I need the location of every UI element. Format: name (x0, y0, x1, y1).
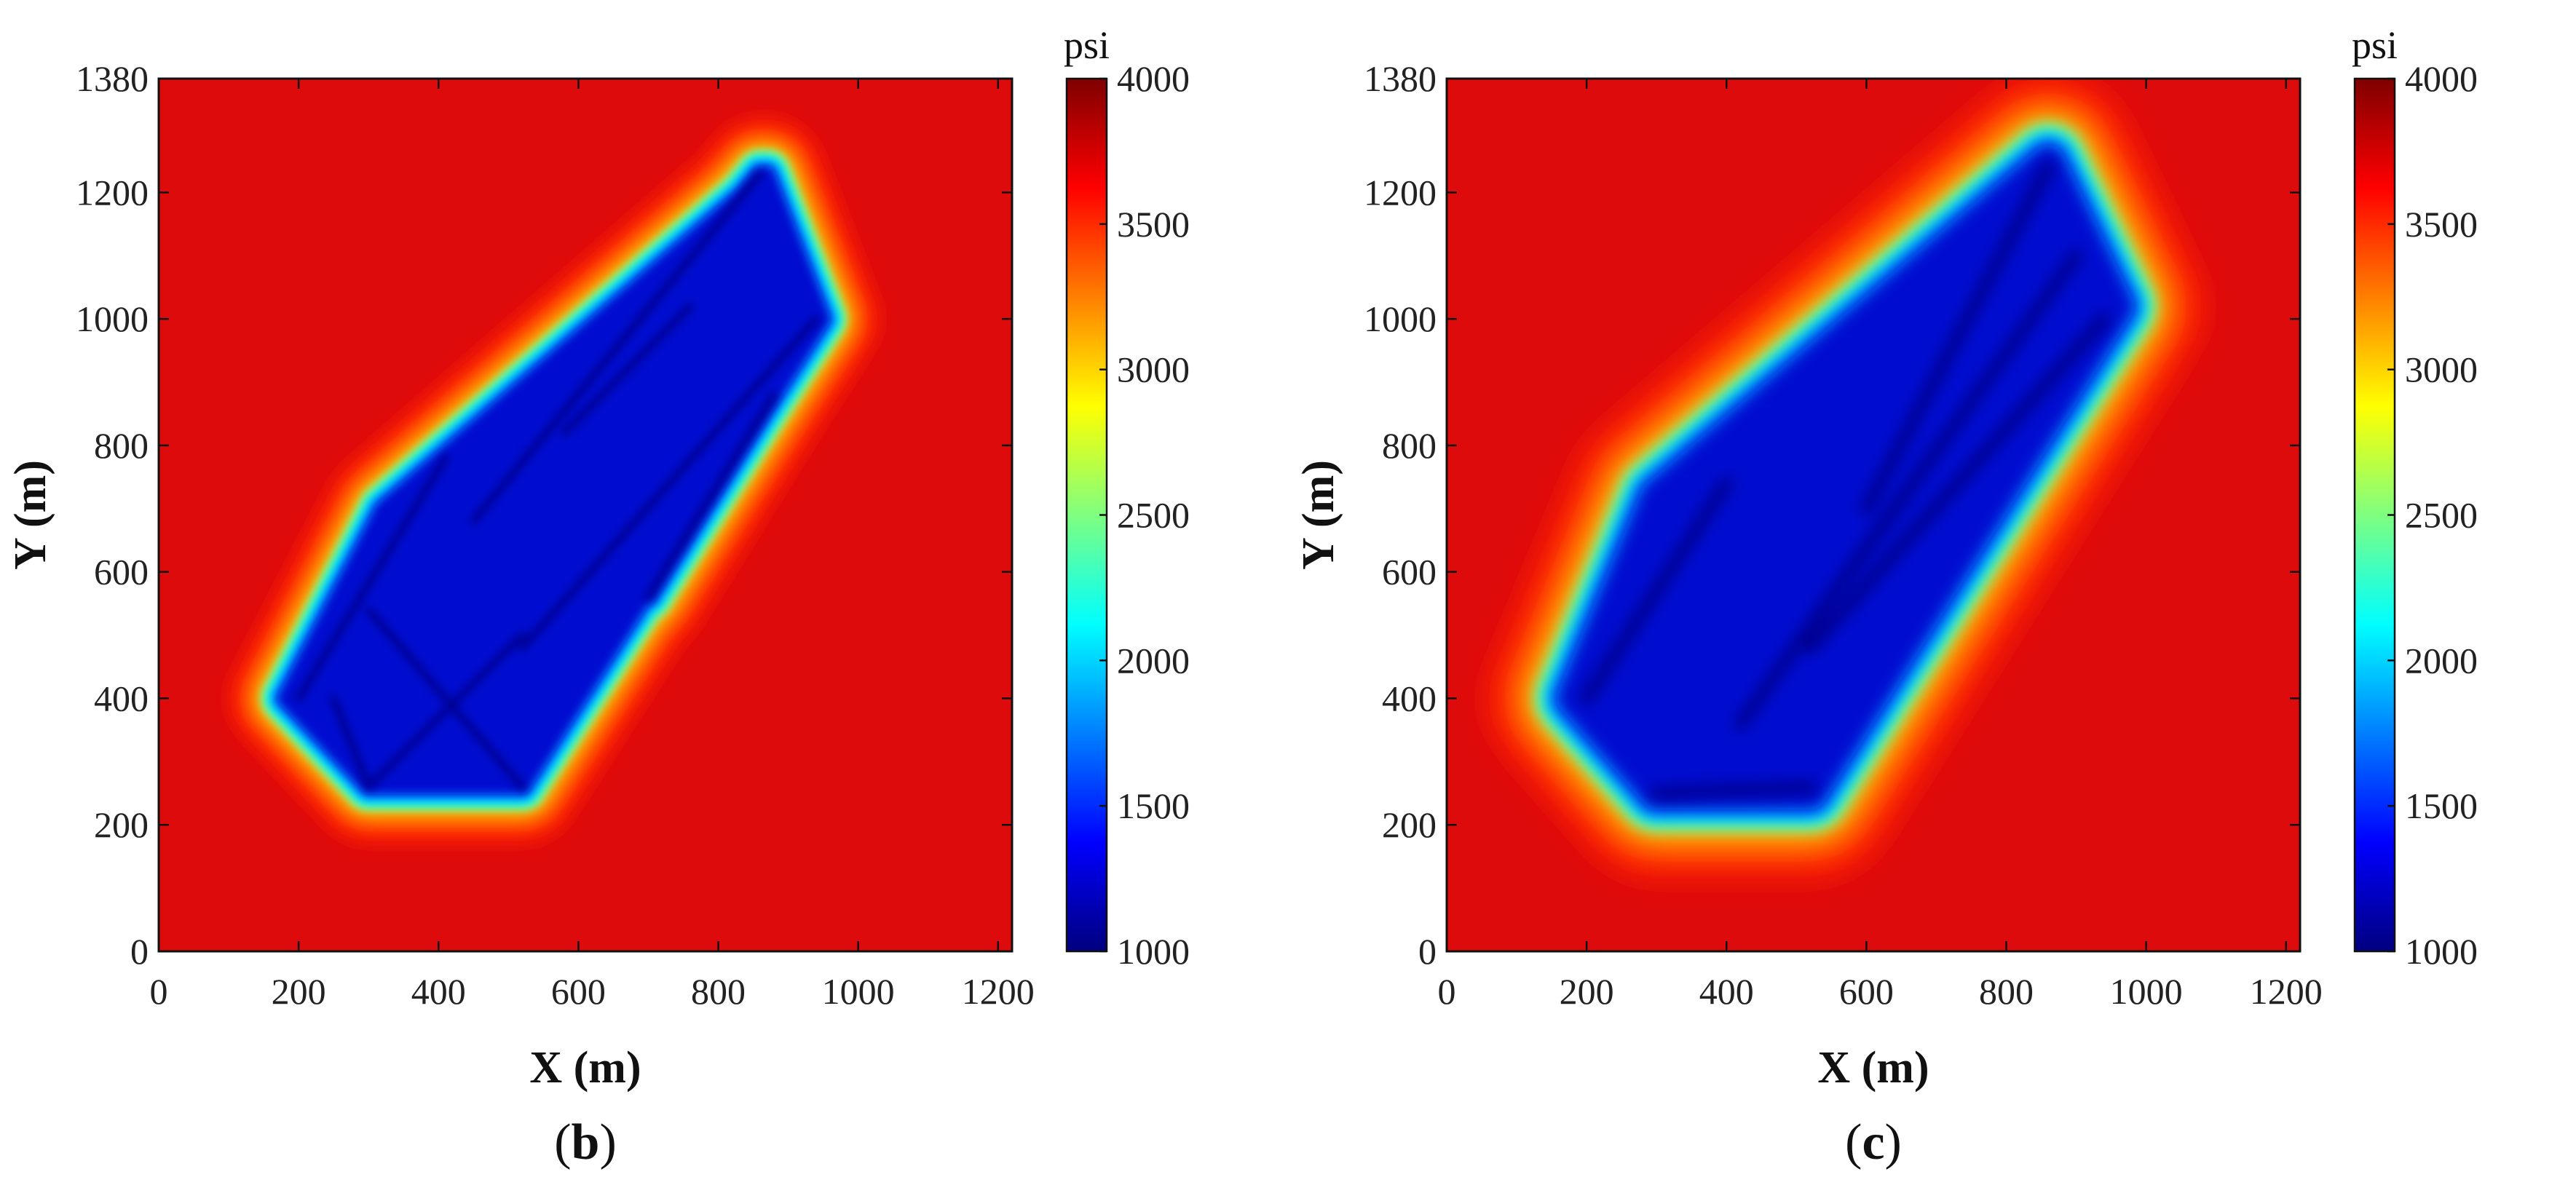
x-tick-label: 800 (691, 971, 746, 1012)
fracture-core (518, 315, 821, 651)
colorbar-tick-label: 3500 (1117, 204, 1190, 245)
colorbar-unit-label: psi (1064, 23, 1110, 67)
x-tick-label: 400 (1699, 971, 1754, 1012)
plot-frame (1445, 77, 2302, 953)
x-tick-label: 200 (272, 971, 326, 1012)
x-axis-label: X (m) (1817, 1043, 1929, 1093)
colorbar-tick-label: 1500 (2405, 785, 2478, 826)
caption-letter: c (1862, 1114, 1884, 1170)
colorbar-tick-label: 4000 (2405, 58, 2478, 99)
fracture-core (1650, 780, 1817, 800)
x-tick-label: 800 (1979, 971, 2034, 1012)
y-tick-label: 0 (130, 931, 149, 972)
y-axis-label: Y (m) (6, 460, 55, 570)
colorbar-tick-label: 4000 (1117, 58, 1190, 99)
fracture-core (1803, 312, 2111, 654)
y-axis-label: Y (m) (1294, 460, 1343, 570)
pressure-field (229, 119, 878, 842)
y-tick-label: 1200 (76, 172, 149, 213)
fracture-core (365, 606, 526, 791)
y-tick-label: 1380 (76, 58, 149, 99)
caption-close-paren: ) (599, 1114, 616, 1170)
x-tick-label: 400 (411, 971, 466, 1012)
x-tick-label: 1200 (2250, 971, 2323, 1012)
fracture-cores (1580, 160, 2111, 800)
panel-caption: (b) (554, 1114, 617, 1170)
fracture-core (295, 454, 449, 702)
y-tick-label: 200 (94, 804, 149, 845)
y-tick-label: 1380 (1364, 58, 1437, 99)
panel-c: 0 200 400 600 800 1000 1200 0 200 400 600 800 1000 12… (1288, 0, 2576, 1201)
colorbar-tick-label: 1000 (2405, 931, 2478, 972)
x-axis-label: X (m) (529, 1043, 641, 1093)
y-tick-label: 800 (94, 425, 149, 466)
x-tick-label: 1000 (2110, 971, 2183, 1012)
fracture-core (561, 302, 695, 437)
y-tick-label: 400 (1382, 678, 1437, 718)
fracture-core (644, 391, 778, 601)
y-tick-label: 600 (1382, 552, 1437, 592)
fracture-core (330, 694, 373, 791)
pressure-field (1488, 79, 2202, 877)
panel-caption: (c) (1845, 1114, 1902, 1170)
y-tick-label: 600 (94, 552, 149, 592)
fracture-core (1580, 477, 1734, 705)
colorbar-tick-label: 3500 (2405, 204, 2478, 245)
y-tick-label: 200 (1382, 804, 1437, 845)
x-tick-label: 0 (1438, 971, 1456, 1012)
colorbar-tick-label: 1500 (1117, 785, 1190, 826)
caption-letter: b (572, 1114, 600, 1170)
caption-open-paren: ( (554, 1114, 571, 1170)
colorbar-tick-label: 2000 (1117, 640, 1190, 681)
colorbar-tick-label: 2000 (2405, 640, 2478, 681)
y-tick-label: 400 (94, 678, 149, 718)
y-tick-label: 1000 (1364, 298, 1437, 339)
colorbar-tick-label: 2500 (2405, 495, 2478, 536)
fracture-core (470, 170, 764, 526)
x-tick-label: 1000 (822, 971, 895, 1012)
colorbar-tick-label: 3000 (2405, 349, 2478, 390)
caption-close-paren: ) (1885, 1114, 1902, 1170)
plot-frame (157, 77, 1014, 953)
x-tick-label: 1200 (962, 971, 1035, 1012)
y-tick-label: 1000 (76, 298, 149, 339)
caption-open-paren: ( (1845, 1114, 1862, 1170)
x-tick-label: 600 (551, 971, 606, 1012)
colorbar-unit-label: psi (2352, 23, 2398, 67)
y-tick-label: 0 (1418, 931, 1437, 972)
fracture-core (365, 631, 526, 791)
heatmap-chart-b: 0 200 400 600 800 1000 1200 0 200 400 600 800 1000 12… (6, 23, 1190, 1170)
panel-b: 0 200 400 600 800 1000 1200 0 200 400 600 800 1000 12… (6, 23, 1190, 1170)
colorbar-tick-label: 2500 (1117, 495, 1190, 536)
fracture-core (1734, 249, 2083, 731)
heatmap-chart-c: 0 200 400 600 800 1000 1200 0 200 400 600 800 1000 12… (1294, 23, 2478, 1170)
y-tick-label: 800 (1382, 425, 1437, 466)
y-tick-label: 1200 (1364, 172, 1437, 213)
colorbar-tick-label: 3000 (1117, 349, 1190, 390)
fracture-core (1860, 160, 2055, 515)
colorbar-tick-label: 1000 (1117, 931, 1190, 972)
x-tick-label: 0 (150, 971, 168, 1012)
x-tick-label: 600 (1839, 971, 1894, 1012)
x-tick-label: 200 (1560, 971, 1614, 1012)
fracture-cores (295, 170, 821, 791)
